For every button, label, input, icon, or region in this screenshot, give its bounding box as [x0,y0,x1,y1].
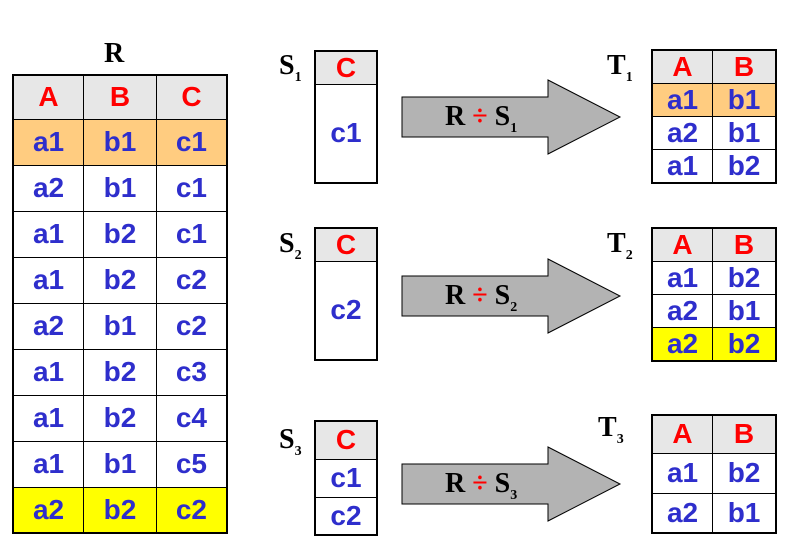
table-cell: b2 [83,486,157,534]
table-row: a1 b2 c1 [12,210,228,258]
t1-table: A B a1 b1 a2 b1 a1 b2 [651,49,777,184]
table-row: a1 b1 [651,83,777,117]
table-cell: b1 [712,492,777,534]
division-arrow-1 [401,79,622,155]
s1-label: S1 [279,50,302,85]
table-cell: a1 [12,348,85,396]
table-cell: a1 [651,83,714,117]
table-cell: b1 [83,302,157,350]
table-row: a2 b1 [651,492,777,534]
t2-table: A B a1 b2 a2 b1 a2 b2 [651,227,777,362]
table-cell: b2 [712,452,777,494]
table-row: a2 b2 c2 [12,486,228,534]
arrow-label-2: R ÷ S2 [445,280,518,315]
column-header-a: A [651,414,714,454]
table-cell: b1 [712,83,777,117]
table-row: a1 b2 c4 [12,394,228,442]
s3-label: S3 [279,424,302,459]
table-header-row: A B C [12,74,228,120]
table-cell: a1 [651,149,714,184]
table-cell: c2 [155,486,228,534]
table-cell: a1 [12,118,85,166]
table-cell: b2 [712,261,777,295]
table-cell: a1 [651,452,714,494]
table-cell: a1 [12,256,85,304]
s2-label: S2 [279,228,302,263]
division-arrow-3 [401,446,622,522]
table-cell: b2 [83,256,157,304]
table-cell: b2 [83,210,157,258]
table-cell: a2 [12,164,85,212]
table-cell: b2 [712,149,777,184]
table-cell: a2 [651,327,714,362]
column-header-b: B [712,414,777,454]
table-cell: a1 [12,440,85,488]
table-row: a1 b2 c3 [12,348,228,396]
table-cell: c2 [155,256,228,304]
column-header-b: B [83,74,157,120]
table-cell: a2 [12,486,85,534]
table-cell: c1 [155,118,228,166]
table-cell: c5 [155,440,228,488]
table-cell: c2 [155,302,228,350]
t3-table: A B a1 b2 a2 b1 [651,414,777,534]
column-header-a: A [651,49,714,84]
arrow-label-1: R ÷ S1 [445,101,518,136]
table-cell: c3 [155,348,228,396]
t2-label: T2 [607,228,633,263]
table-cell: a1 [651,261,714,295]
table-row: a2 b1 [651,116,777,150]
table-row: a1 b2 [651,452,777,494]
table-row: a2 b1 c2 [12,302,228,350]
table-cell: a2 [651,116,714,150]
table-cell: c1 [314,84,378,183]
table-cell: a2 [651,492,714,534]
s3-table: C c1 c2 [314,420,378,536]
table-cell: c1 [314,458,378,498]
column-header-b: B [712,227,777,262]
division-arrow-2 [401,258,622,334]
t1-label: T1 [607,50,633,85]
column-header-c: C [314,420,378,460]
table-cell: c1 [155,164,228,212]
arrow-label-3: R ÷ S3 [445,468,518,503]
column-header-a: A [651,227,714,262]
table-row: a1 b1 c1 [12,118,228,166]
table-cell: b2 [83,394,157,442]
table-row: a1 b2 [651,149,777,184]
table-row: a2 b1 [651,294,777,328]
table-cell: b1 [712,116,777,150]
table-cell: b2 [712,327,777,362]
table-row: a2 b1 c1 [12,164,228,212]
table-cell: b1 [712,294,777,328]
t3-label: T3 [598,412,624,447]
s1-table: C c1 [314,50,378,184]
table-cell: c2 [314,261,378,360]
relation-r-title: R [104,38,125,69]
table-cell: c2 [314,496,378,536]
table-row: a1 b2 c2 [12,256,228,304]
s2-table: C c2 [314,227,378,361]
table-row: a1 b2 [651,261,777,295]
table-row: a1 b1 c5 [12,440,228,488]
column-header-c: C [155,74,228,120]
column-header-b: B [712,49,777,84]
table-cell: b1 [83,164,157,212]
table-cell: b1 [83,440,157,488]
table-cell: a2 [651,294,714,328]
relation-r-table: A B C a1 b1 c1 a2 b1 c1 a1 b2 c1 a1 b2 c… [12,74,228,534]
table-cell: b1 [83,118,157,166]
table-row: a2 b2 [651,327,777,362]
table-cell: a1 [12,394,85,442]
table-cell: b2 [83,348,157,396]
table-cell: a2 [12,302,85,350]
table-cell: c1 [155,210,228,258]
column-header-a: A [12,74,85,120]
